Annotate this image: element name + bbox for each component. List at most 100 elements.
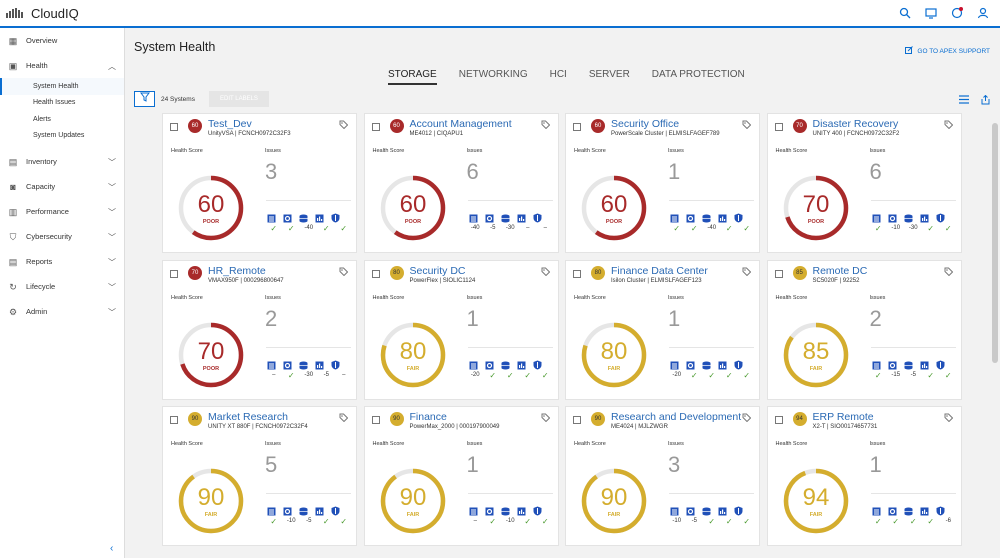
- system-card-test-dev[interactable]: 60 Test_Dev UnityVSA | FCNCH0972C32F3 He…: [162, 113, 357, 253]
- tag-icon[interactable]: [742, 267, 752, 278]
- user-icon[interactable]: [976, 7, 990, 21]
- performance-icon[interactable]: [718, 503, 727, 516]
- capacity-icon[interactable]: [904, 210, 913, 223]
- components-icon[interactable]: [267, 210, 276, 223]
- app-logo[interactable]: CloudIQ: [6, 6, 79, 21]
- export-icon[interactable]: [981, 94, 990, 107]
- tag-icon[interactable]: [944, 120, 953, 131]
- components-icon[interactable]: [469, 503, 478, 516]
- data-protection-icon[interactable]: [533, 210, 542, 223]
- tag-icon[interactable]: [339, 267, 349, 278]
- select-checkbox[interactable]: [774, 416, 783, 424]
- select-checkbox[interactable]: [573, 123, 581, 131]
- collapse-sidebar-icon[interactable]: ‹: [110, 543, 114, 554]
- system-name-link[interactable]: Remote DC: [812, 264, 868, 277]
- system-card-erp-remote[interactable]: 94 ERP Remote X2-T | SIO00174657731 Heal…: [766, 406, 962, 546]
- performance-icon[interactable]: [315, 503, 324, 516]
- performance-icon[interactable]: [517, 503, 526, 516]
- chevron-down-icon[interactable]: ﹀: [108, 258, 116, 267]
- components-icon[interactable]: [267, 503, 276, 516]
- components-icon[interactable]: [469, 357, 478, 369]
- data-protection-icon[interactable]: [331, 503, 340, 516]
- sidebar-item-lifecycle[interactable]: ↻ Lifecycle ﹀: [0, 274, 124, 299]
- performance-icon[interactable]: [315, 357, 324, 369]
- capacity-icon[interactable]: [501, 210, 510, 223]
- tag-icon[interactable]: [742, 120, 752, 131]
- data-protection-icon[interactable]: [936, 503, 945, 516]
- capacity-icon[interactable]: [702, 210, 711, 223]
- select-checkbox[interactable]: [170, 123, 178, 131]
- data-protection-icon[interactable]: [734, 357, 743, 369]
- components-icon[interactable]: [670, 503, 679, 516]
- tag-icon[interactable]: [339, 413, 349, 424]
- system-name-link[interactable]: ERP Remote: [812, 411, 874, 423]
- performance-icon[interactable]: [718, 357, 727, 369]
- components-icon[interactable]: [267, 357, 276, 369]
- system-name-link[interactable]: Finance Data Center: [611, 264, 708, 277]
- sidebar-subitem-system-updates[interactable]: System Updates: [33, 132, 85, 140]
- capacity-icon[interactable]: [702, 357, 711, 369]
- capacity-icon[interactable]: [299, 503, 308, 516]
- edit-labels-button[interactable]: EDIT LABELS: [208, 91, 269, 107]
- system-name-link[interactable]: Account Management: [409, 118, 512, 130]
- chevron-down-icon[interactable]: ﹀: [108, 308, 116, 317]
- tag-icon[interactable]: [944, 267, 953, 278]
- sidebar-item-admin[interactable]: ⚙ Admin ﹀: [0, 299, 124, 324]
- system-card-security-dc[interactable]: 80 Security DC PowerFlex | SIOLIC1124 He…: [363, 259, 559, 400]
- search-icon[interactable]: [898, 7, 912, 21]
- sidebar-item-inventory[interactable]: ▤ Inventory ﹀: [0, 149, 124, 174]
- system-card-research-and-development[interactable]: 90 Research and Development ME4024 | MJL…: [565, 406, 760, 546]
- data-protection-icon[interactable]: [533, 357, 542, 369]
- tab-data-protection[interactable]: DATA PROTECTION: [651, 69, 745, 80]
- performance-icon[interactable]: [315, 210, 324, 223]
- system-card-remote-dc[interactable]: 85 Remote DC SC5020F | 92252 Health Scor…: [766, 259, 962, 400]
- system-name-link[interactable]: Market Research: [208, 411, 288, 423]
- sidebar-item-overview[interactable]: ▦ Overview: [0, 28, 124, 53]
- data-protection-icon[interactable]: [734, 210, 743, 223]
- data-protection-icon[interactable]: [936, 210, 945, 223]
- configuration-icon[interactable]: [485, 503, 494, 516]
- performance-icon[interactable]: [718, 210, 727, 223]
- system-name-link[interactable]: Security DC: [409, 264, 466, 277]
- select-checkbox[interactable]: [371, 269, 380, 278]
- performance-icon[interactable]: [517, 210, 526, 223]
- tag-icon[interactable]: [541, 267, 550, 278]
- sidebar-subitem-health-issues[interactable]: Health Issues: [33, 99, 76, 107]
- chevron-down-icon[interactable]: ﹀: [108, 233, 116, 242]
- chevron-down-icon[interactable]: ﹀: [108, 158, 116, 167]
- data-protection-icon[interactable]: [734, 503, 743, 516]
- select-checkbox[interactable]: [573, 416, 581, 424]
- chevron-down-icon[interactable]: ﹀: [108, 283, 116, 292]
- tag-icon[interactable]: [944, 413, 953, 424]
- data-protection-icon[interactable]: [936, 357, 945, 369]
- system-name-link[interactable]: Test_Dev: [208, 118, 252, 130]
- system-card-market-research[interactable]: 90 Market Research UNITY XT 880F | FCNCH…: [162, 406, 357, 546]
- tab-server[interactable]: SERVER: [588, 69, 630, 80]
- system-card-hr-remote[interactable]: 70 HR_Remote VMAX950F | 000296800647 Hea…: [162, 259, 357, 400]
- capacity-icon[interactable]: [299, 210, 308, 223]
- system-name-link[interactable]: Security Office: [611, 118, 680, 130]
- data-protection-icon[interactable]: [331, 210, 340, 223]
- system-card-finance[interactable]: 90 Finance PowerMax_2000 | 000197900049 …: [363, 406, 559, 546]
- configuration-icon[interactable]: [686, 210, 695, 223]
- capacity-icon[interactable]: [904, 503, 913, 516]
- capacity-icon[interactable]: [702, 503, 711, 516]
- sidebar-item-capacity[interactable]: ◙ Capacity ﹀: [0, 174, 124, 199]
- capacity-icon[interactable]: [501, 503, 510, 516]
- chevron-up-icon[interactable]: ︿: [108, 62, 116, 71]
- select-checkbox[interactable]: [371, 123, 380, 131]
- components-icon[interactable]: [469, 210, 478, 223]
- components-icon[interactable]: [670, 357, 679, 369]
- chevron-down-icon[interactable]: ﹀: [108, 208, 116, 217]
- configuration-icon[interactable]: [888, 503, 897, 516]
- system-card-finance-data-center[interactable]: 80 Finance Data Center Isilon Cluster | …: [565, 259, 760, 400]
- filter-button[interactable]: [134, 91, 155, 107]
- select-checkbox[interactable]: [170, 269, 178, 278]
- tab-hci[interactable]: HCI: [549, 69, 567, 80]
- components-icon[interactable]: [872, 503, 881, 516]
- system-name-link[interactable]: Disaster Recovery: [812, 118, 899, 130]
- sidebar-subitem-system-health[interactable]: System Health: [0, 78, 124, 95]
- capacity-icon[interactable]: [299, 357, 308, 369]
- chat-icon[interactable]: [924, 7, 938, 21]
- capacity-icon[interactable]: [501, 357, 510, 369]
